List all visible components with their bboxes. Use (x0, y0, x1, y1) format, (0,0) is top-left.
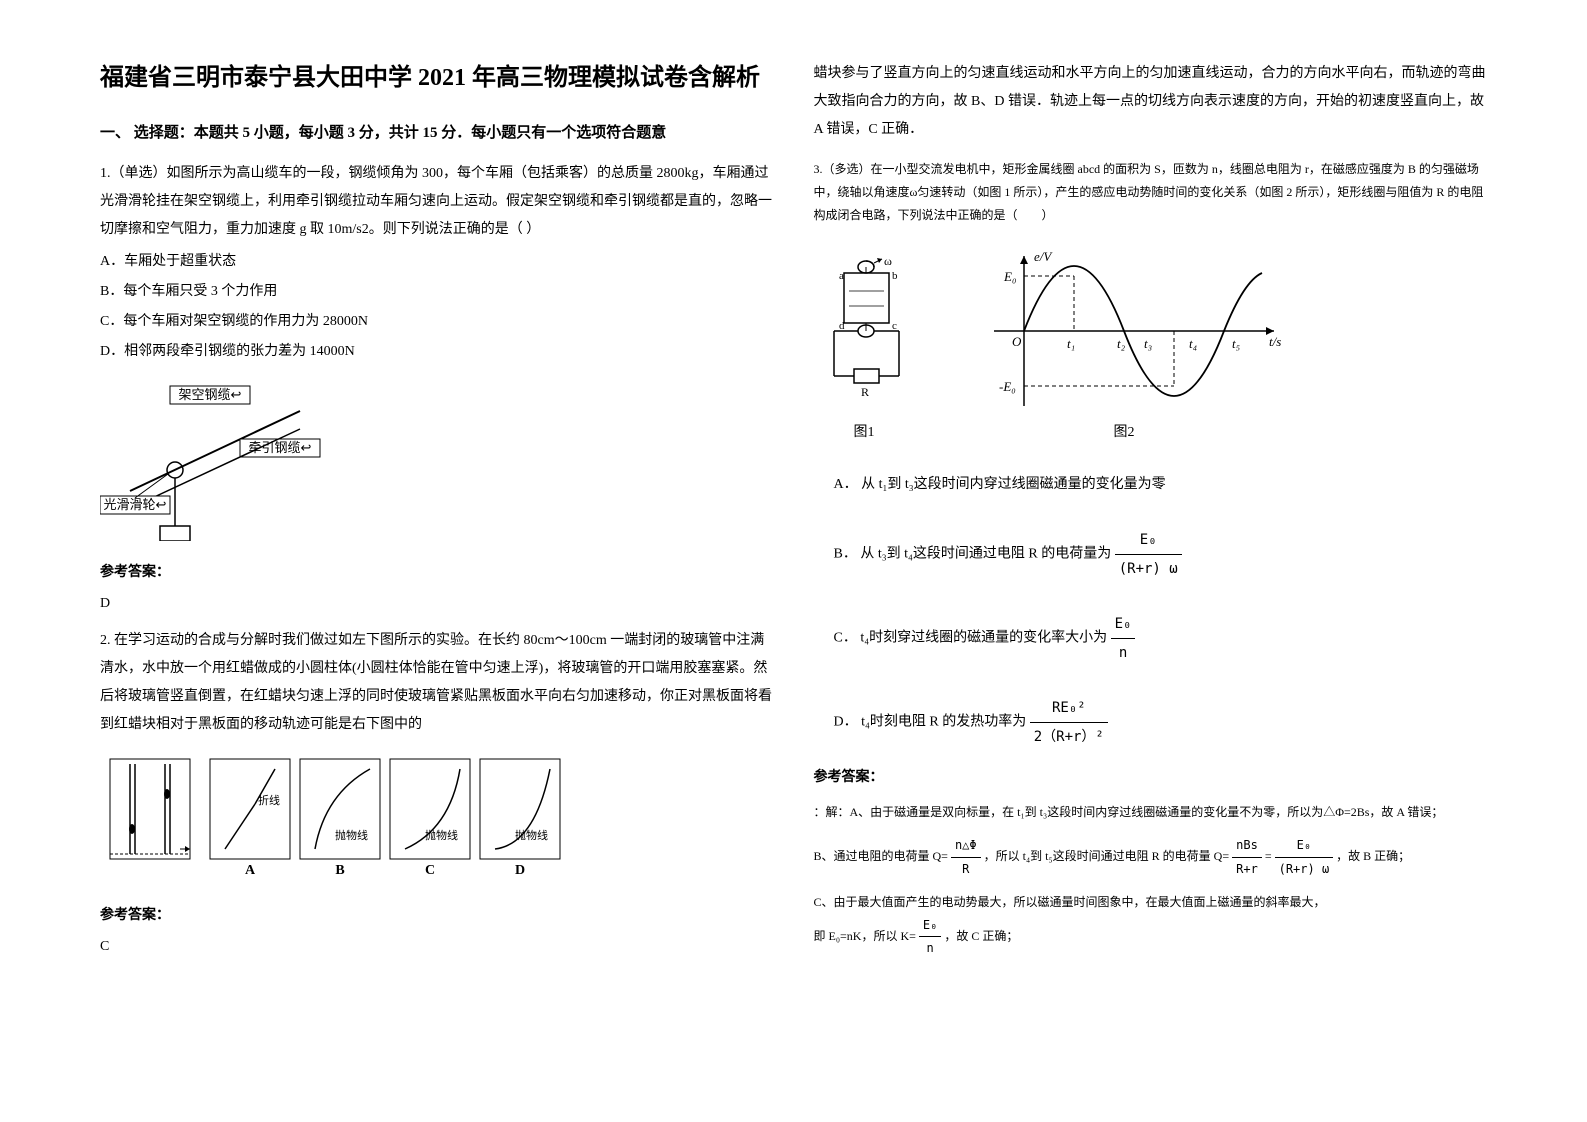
svg-text:t₅: t₅ (1232, 336, 1240, 351)
q3-answer-label: 参考答案： (814, 766, 1488, 786)
svg-text:t/s: t/s (1269, 334, 1281, 349)
svg-text:抛物线: 抛物线 (335, 828, 368, 842)
q3-explanation-c: C、由于最大值面产生的电动势最大，所以磁通量时间图象中，在最大值面上磁通量的斜率… (814, 891, 1488, 914)
svg-text:d: d (839, 320, 845, 332)
q3-option-b: B． 从 t₃到 t₄这段时间通过电阻 R 的电荷量为 E₀ (R+r) ω (834, 526, 1488, 583)
svg-text:t₁: t₁ (1067, 336, 1075, 351)
q1-option-b: B．每个车厢只受 3 个力作用 (100, 278, 774, 306)
q3-option-a: A． 从 t₁到 t₃这段时间内穿过线圈磁通量的变化量为零 (834, 471, 1488, 499)
q3-optd-fraction: RE₀² 2（R+r）² (1030, 694, 1108, 751)
q1-diagram: 架空钢缆↩ 牵引钢缆↩ 光滑滑轮↩ (100, 381, 774, 546)
q3-option-d: D． t₄时刻电阻 R 的发热功率为 RE₀² 2（R+r）² (834, 694, 1488, 751)
svg-text:图1: 图1 (853, 425, 874, 440)
left-column: 福建省三明市泰宁县大田中学 2021 年高三物理模拟试卷含解析 一、 选择题：本… (80, 60, 794, 1062)
svg-text:B: B (335, 863, 344, 878)
q1-answer: D (100, 596, 774, 612)
q3-optc-fraction: E₀ n (1111, 610, 1136, 667)
q1-option-c: C．每个车厢对架空钢缆的作用力为 28000N (100, 308, 774, 336)
svg-text:t₃: t₃ (1144, 336, 1152, 351)
q3-optb-prefix: B． 从 t₃到 t₄这段时间通过电阻 R 的电荷量为 (834, 547, 1112, 562)
q1-stem: 1.（单选）如图所示为高山缆车的一段，钢缆倾角为 300，每个车厢（包括乘客）的… (100, 160, 774, 244)
diagram-label-cable2: 牵引钢缆↩ (249, 440, 312, 455)
svg-text:b: b (892, 270, 898, 282)
q3-explanation-a: ：解：A、由于磁通量是双向标量，在 t₁到 t₃这段时间内穿过线圈磁通量的变化量… (814, 801, 1488, 824)
q3-optc-prefix: C． t₄时刻穿过线圈的磁通量的变化率大小为 (834, 631, 1108, 646)
svg-text:t₄: t₄ (1189, 336, 1198, 351)
q2-explanation: 蜡块参与了竖直方向上的匀速直线运动和水平方向上的匀加速直线运动，合力的方向水平向… (814, 60, 1488, 144)
q2-answer-label: 参考答案： (100, 904, 774, 924)
svg-text:R: R (861, 385, 869, 399)
q3-optb-fraction: E₀ (R+r) ω (1115, 526, 1182, 583)
q2-answer: C (100, 939, 774, 955)
svg-text:抛物线: 抛物线 (425, 828, 458, 842)
svg-text:A: A (245, 863, 256, 878)
q3-explanation-b: B、通过电阻的电荷量 Q= n△Φ R ，所以 t₄到 t₅这段时间通过电阻 R… (814, 834, 1488, 881)
svg-text:C: C (425, 863, 435, 878)
svg-text:图2: 图2 (1113, 425, 1134, 440)
q3-option-c: C． t₄时刻穿过线圈的磁通量的变化率大小为 E₀ n (834, 610, 1488, 667)
svg-text:ω: ω (884, 254, 892, 268)
q1-option-a: A．车厢处于超重状态 (100, 248, 774, 276)
svg-text:E₀: E₀ (1003, 269, 1016, 284)
svg-text:e/V: e/V (1034, 249, 1053, 264)
right-column: 蜡块参与了竖直方向上的匀速直线运动和水平方向上的匀加速直线运动，合力的方向水平向… (794, 60, 1508, 1062)
q2-diagram: 折线 A 抛物线 B 抛物线 C 抛物线 D (100, 754, 774, 889)
q1-answer-label: 参考答案： (100, 561, 774, 581)
svg-text:抛物线: 抛物线 (515, 828, 548, 842)
q3-explanation-c2: 即 E₀=nK，所以 K= E₀ n ，故 C 正确； (814, 914, 1488, 961)
q3-diagram: ω a b d c R 图1 (814, 241, 1488, 456)
diagram-label-pulley: 光滑滑轮↩ (104, 497, 167, 512)
diagram-label-cable1: 架空钢缆↩ (179, 387, 242, 402)
svg-text:t₂: t₂ (1117, 336, 1126, 351)
svg-text:折线: 折线 (258, 793, 280, 807)
svg-text:c: c (892, 320, 897, 332)
section-heading: 一、 选择题：本题共 5 小题，每小题 3 分，共计 15 分．每小题只有一个选… (100, 121, 774, 142)
document-title: 福建省三明市泰宁县大田中学 2021 年高三物理模拟试卷含解析 (100, 60, 774, 96)
svg-text:O: O (1012, 334, 1022, 349)
q1-option-d: D．相邻两段牵引钢缆的张力差为 14000N (100, 338, 774, 366)
q3-optd-prefix: D． t₄时刻电阻 R 的发热功率为 (834, 715, 1027, 730)
svg-text:D: D (515, 863, 525, 878)
q3-stem: 3.（多选）在一小型交流发电机中，矩形金属线圈 abcd 的面积为 S，匝数为 … (814, 158, 1488, 226)
q2-stem: 2. 在学习运动的合成与分解时我们做过如左下图所示的实验。在长约 80cm～10… (100, 627, 774, 739)
svg-text:-E₀: -E₀ (999, 379, 1016, 394)
